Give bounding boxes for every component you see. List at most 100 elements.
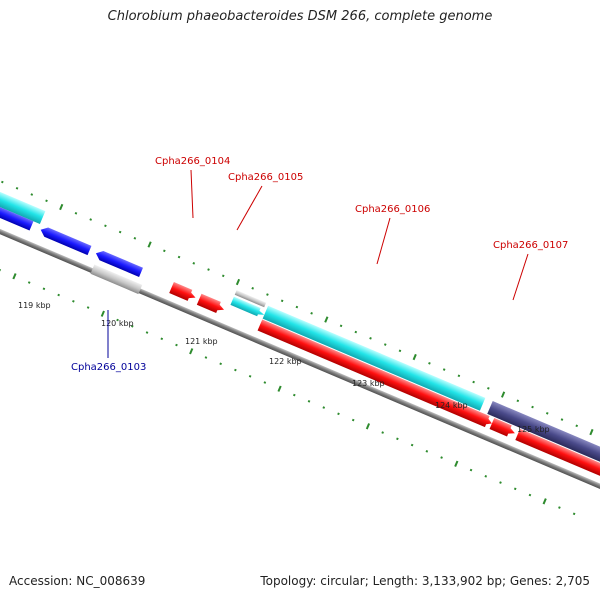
length-label: Length: xyxy=(372,574,419,588)
scale-dot xyxy=(516,399,520,403)
scale-dot xyxy=(339,324,343,328)
genome-summary: Topology: circular; Length: 3,133,902 bp… xyxy=(260,574,590,588)
scale-dot xyxy=(248,374,252,378)
tick-label-124: 124 kbp xyxy=(435,401,468,410)
scale-dot xyxy=(487,387,490,390)
gene-cpha266-0105[interactable] xyxy=(196,293,227,316)
leader-line-0106 xyxy=(376,217,391,265)
gene-cpha266-0107[interactable] xyxy=(489,417,518,439)
gene-left-cyan[interactable] xyxy=(0,190,46,225)
gene-left-blue-2[interactable] xyxy=(94,249,143,278)
scale-dot xyxy=(147,241,152,248)
scale-dot xyxy=(15,186,19,190)
gene-left-blue[interactable] xyxy=(0,202,34,231)
scale-dot xyxy=(513,487,517,491)
scale-dot xyxy=(575,424,579,428)
scale-dot xyxy=(145,331,149,334)
outer-scale xyxy=(1,180,594,436)
scale-dot xyxy=(396,437,399,441)
accession-label: Accession: xyxy=(9,574,73,588)
scale-dot xyxy=(204,356,208,359)
gene-next-slate[interactable] xyxy=(487,401,600,465)
scale-dot xyxy=(472,380,475,384)
scale-dot xyxy=(207,268,210,271)
scale-dot xyxy=(116,318,119,322)
scale-dot xyxy=(177,255,181,259)
scale-dot xyxy=(74,211,78,215)
scale-dot xyxy=(277,385,282,392)
scale-dot xyxy=(428,362,431,365)
inner-scale xyxy=(0,268,576,516)
forward-strand xyxy=(169,282,600,477)
length-value: 3,133,902 bp xyxy=(421,574,502,588)
scale-dot xyxy=(351,418,355,422)
scale-dot xyxy=(442,368,446,371)
scale-dot xyxy=(322,406,326,409)
tick-label-121: 121 kbp xyxy=(185,337,218,346)
scale-dot xyxy=(175,343,178,347)
scale-dot xyxy=(100,310,105,317)
scale-dot xyxy=(310,311,313,315)
tick-label-120: 120 kbp xyxy=(101,319,134,328)
gene-cpha266-0105-cyan[interactable] xyxy=(230,296,266,319)
scale-dot xyxy=(42,287,46,291)
scale-dot xyxy=(542,498,547,505)
scale-dot xyxy=(324,316,329,323)
scale-dot xyxy=(381,431,384,434)
scale-dot xyxy=(369,336,372,340)
accession-value: NC_008639 xyxy=(76,574,146,588)
gene-cpha266-0106-cyan[interactable] xyxy=(262,305,486,411)
accession-info: Accession: NC_008639 xyxy=(9,574,145,588)
scale-dot xyxy=(118,230,122,234)
scale-dot xyxy=(45,199,48,203)
gene-label-cpha266-0107[interactable]: Cpha266_0107 xyxy=(493,240,568,251)
gene-cpha266-0103[interactable] xyxy=(90,264,143,295)
tick-label-122: 122 kbp xyxy=(269,357,302,366)
scale-dot xyxy=(57,293,60,297)
gene-label-cpha266-0103[interactable]: Cpha266_0103 xyxy=(71,362,146,373)
scale-dot xyxy=(192,261,196,265)
gene-next-red[interactable] xyxy=(515,428,600,477)
gene-cpha266-0104[interactable] xyxy=(169,282,198,303)
scale-dot xyxy=(72,299,75,303)
scale-dot xyxy=(160,337,164,341)
scale-dot xyxy=(484,474,488,478)
genome-backbone xyxy=(0,221,600,500)
scale-dot xyxy=(500,391,506,398)
topology-label: Topology: xyxy=(260,574,317,588)
scale-dot xyxy=(189,348,194,355)
gene-cpha266-0102[interactable] xyxy=(39,225,92,256)
scale-dot xyxy=(469,468,473,472)
scale-dot xyxy=(440,456,443,459)
scale-dot xyxy=(354,330,358,334)
grey-feature[interactable] xyxy=(234,290,267,308)
scale-dot xyxy=(558,506,561,509)
scale-dot xyxy=(572,512,576,516)
gene-label-cpha266-0106[interactable]: Cpha266_0106 xyxy=(355,204,430,215)
scale-dot xyxy=(499,481,502,484)
scale-dot xyxy=(292,393,296,397)
tick-label-123: 123 kbp xyxy=(352,379,385,388)
scale-dot xyxy=(365,423,371,430)
scale-dot xyxy=(263,381,267,384)
gene-label-cpha266-0104[interactable]: Cpha266_0104 xyxy=(155,156,230,167)
scale-dot xyxy=(412,353,417,361)
topology-value: circular xyxy=(320,574,365,588)
genes-value: 2,705 xyxy=(555,574,590,588)
tick-label-119: 119 kbp xyxy=(18,301,51,310)
gene-cpha266-0106[interactable] xyxy=(257,319,495,430)
scale-dot xyxy=(59,203,64,211)
scale-dot xyxy=(266,293,269,296)
scale-dot xyxy=(27,281,31,284)
scale-dot xyxy=(163,249,166,253)
gene-label-cpha266-0105[interactable]: Cpha266_0105 xyxy=(228,172,303,183)
scale-dot xyxy=(398,349,402,353)
scale-dot xyxy=(295,305,299,309)
scale-dot xyxy=(560,418,564,421)
scale-dot xyxy=(104,224,107,228)
scale-dot xyxy=(235,278,241,286)
scale-dot xyxy=(383,343,387,346)
scale-dot xyxy=(337,412,340,416)
scale-dot xyxy=(234,368,237,372)
